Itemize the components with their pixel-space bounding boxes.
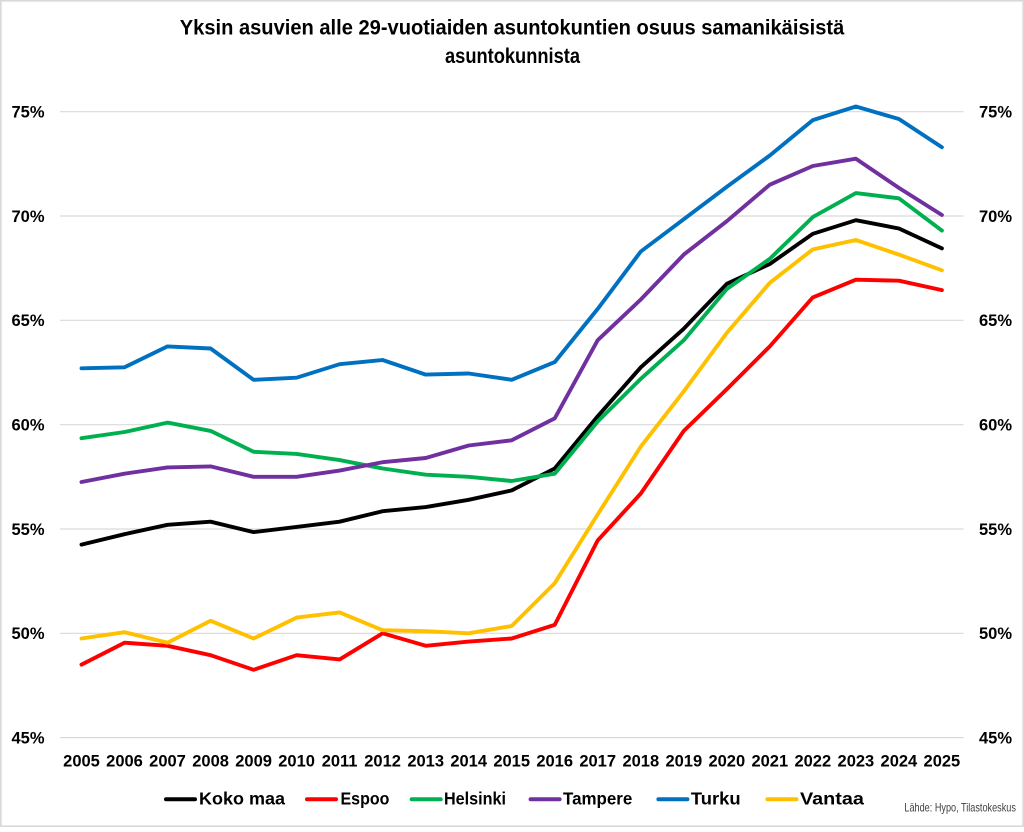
svg-text:2015: 2015	[493, 753, 530, 771]
svg-text:2012: 2012	[364, 753, 401, 771]
svg-text:45%: 45%	[11, 729, 44, 747]
svg-text:50%: 50%	[11, 625, 44, 643]
svg-text:2021: 2021	[751, 753, 788, 771]
svg-text:45%: 45%	[979, 729, 1012, 747]
svg-text:65%: 65%	[979, 312, 1012, 330]
svg-text:2005: 2005	[63, 753, 100, 771]
svg-text:60%: 60%	[979, 417, 1012, 435]
svg-text:Tampere: Tampere	[563, 789, 633, 809]
svg-text:50%: 50%	[979, 625, 1012, 643]
svg-text:Yksin asuvien alle 29-vuotiaid: Yksin asuvien alle 29-vuotiaiden asuntok…	[180, 17, 845, 40]
svg-text:2008: 2008	[192, 753, 229, 771]
svg-text:75%: 75%	[979, 104, 1012, 122]
svg-text:2011: 2011	[322, 753, 358, 771]
svg-text:65%: 65%	[11, 312, 44, 330]
svg-text:2024: 2024	[881, 753, 919, 771]
svg-text:2013: 2013	[407, 753, 444, 771]
svg-text:2017: 2017	[579, 753, 616, 771]
svg-text:Koko maa: Koko maa	[199, 789, 285, 809]
svg-text:70%: 70%	[979, 208, 1012, 226]
svg-text:2009: 2009	[235, 753, 272, 771]
svg-text:asuntokunnista: asuntokunnista	[445, 45, 580, 68]
svg-text:60%: 60%	[11, 417, 44, 435]
svg-text:2014: 2014	[450, 753, 488, 771]
svg-text:55%: 55%	[979, 521, 1012, 539]
svg-text:Espoo: Espoo	[341, 789, 390, 809]
svg-text:2023: 2023	[838, 753, 875, 771]
svg-text:2019: 2019	[665, 753, 702, 771]
svg-text:2016: 2016	[536, 753, 573, 771]
svg-text:55%: 55%	[11, 521, 44, 539]
svg-text:2020: 2020	[708, 753, 745, 771]
svg-text:2022: 2022	[794, 753, 831, 771]
svg-text:70%: 70%	[11, 208, 44, 226]
svg-text:2006: 2006	[106, 753, 143, 771]
svg-text:2025: 2025	[924, 753, 961, 771]
svg-text:Lähde: Hypo, Tilastokeskus: Lähde: Hypo, Tilastokeskus	[904, 801, 1016, 815]
svg-text:75%: 75%	[11, 104, 44, 122]
svg-text:Vantaa: Vantaa	[800, 789, 864, 809]
svg-text:2010: 2010	[278, 753, 315, 771]
svg-text:2007: 2007	[149, 753, 186, 771]
svg-text:Helsinki: Helsinki	[444, 789, 506, 809]
svg-text:2018: 2018	[622, 753, 659, 771]
svg-text:Turku: Turku	[691, 789, 741, 809]
